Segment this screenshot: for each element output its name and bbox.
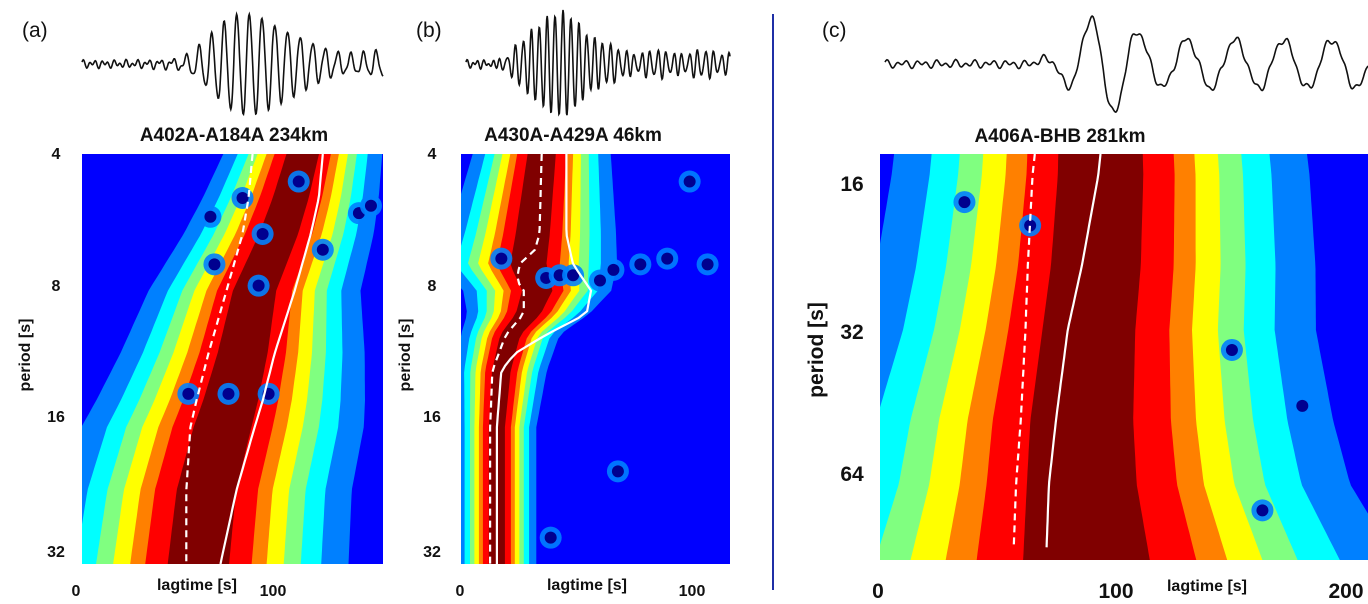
minimum-dot — [1225, 343, 1238, 356]
minimum-dot — [495, 252, 508, 265]
heatmap-b — [461, 154, 730, 564]
title-c: A406A-BHB 281km — [974, 126, 1145, 147]
minimum-dot — [683, 175, 696, 188]
ytick-b-3: 32 — [423, 544, 441, 561]
waveform-a — [81, 11, 384, 117]
xtick-b-1: 100 — [679, 583, 706, 600]
ytick-a-1: 8 — [52, 278, 61, 295]
xtick-c-1: 100 — [1098, 580, 1133, 603]
minimum-dot — [544, 531, 557, 544]
panel-c: (c) A406A-BHB 281km 16 32 64 0 100 200 l… — [805, 15, 1368, 603]
minimum-dot — [204, 210, 217, 223]
ytick-c-1: 32 — [840, 321, 863, 344]
minimum-dot — [208, 258, 221, 271]
minimum-dot — [1296, 399, 1309, 412]
ytick-b-1: 8 — [428, 278, 437, 295]
xlabel-b: lagtime [s] — [547, 577, 627, 594]
panel-b: (b) A430A-A429A 46km 4 8 16 32 0 100 lag… — [397, 9, 731, 600]
xlabel-c: lagtime [s] — [1167, 578, 1247, 595]
xtick-c-0: 0 — [872, 580, 884, 603]
ytick-a-3: 32 — [47, 544, 65, 561]
panel-label-a: (a) — [22, 19, 48, 42]
phase-velocity-curve — [1045, 154, 1102, 548]
minimum-dot — [661, 252, 674, 265]
panel-label-c: (c) — [822, 19, 847, 42]
ridge-band-6 — [167, 154, 319, 564]
ytick-a-0: 4 — [52, 146, 61, 163]
ylabel-c: period [s] — [805, 302, 828, 398]
ylabel-a: period [s] — [17, 319, 34, 392]
ytick-a-2: 16 — [47, 409, 65, 426]
minimum-dot — [1024, 219, 1037, 232]
ytick-b-2: 16 — [423, 409, 441, 426]
group-velocity-curve — [1012, 154, 1036, 548]
minimum-dot — [567, 269, 580, 282]
xtick-c-2: 200 — [1328, 580, 1363, 603]
minimum-dot — [1256, 504, 1269, 517]
xtick-b-0: 0 — [456, 583, 465, 600]
minimum-dot — [182, 387, 195, 400]
ridge-band-6 — [488, 154, 556, 564]
group-velocity-curve — [185, 154, 254, 564]
title-a: A402A-A184A 234km — [140, 125, 328, 146]
minimum-dot — [958, 196, 971, 209]
waveform-b — [465, 9, 731, 117]
minimum-dot — [252, 279, 265, 292]
minimum-dot — [593, 274, 606, 287]
heatmap-a — [82, 154, 383, 564]
heatmap-c — [880, 154, 1368, 560]
minimum-dot — [701, 258, 714, 271]
group-velocity-curve — [489, 154, 543, 564]
ytick-c-2: 64 — [840, 463, 864, 486]
ytick-c-0: 16 — [840, 173, 863, 196]
minimum-dot — [364, 199, 377, 212]
ytick-b-0: 4 — [428, 146, 437, 163]
panel-label-b: (b) — [416, 19, 442, 42]
phase-velocity-curve — [219, 154, 324, 564]
minimum-dot — [292, 175, 305, 188]
minimum-dot — [316, 243, 329, 256]
ridge-band-6 — [1023, 154, 1150, 560]
ylabel-b: period [s] — [397, 319, 414, 392]
xtick-a-0: 0 — [72, 583, 81, 600]
panel-a: (a) A402A-A184A 234km 4 8 16 32 0 100 la… — [17, 11, 384, 600]
waveform-c — [884, 15, 1368, 114]
minimum-dot — [607, 263, 620, 276]
xlabel-a: lagtime [s] — [157, 577, 237, 594]
title-b: A430A-A429A 46km — [484, 125, 662, 146]
minimum-dot — [256, 227, 269, 240]
minimum-dot — [611, 465, 624, 478]
phase-velocity-curve — [495, 154, 593, 564]
minimum-dot — [236, 191, 249, 204]
minimum-dot — [634, 258, 647, 271]
minimum-dot — [222, 387, 235, 400]
xtick-a-1: 100 — [260, 583, 287, 600]
